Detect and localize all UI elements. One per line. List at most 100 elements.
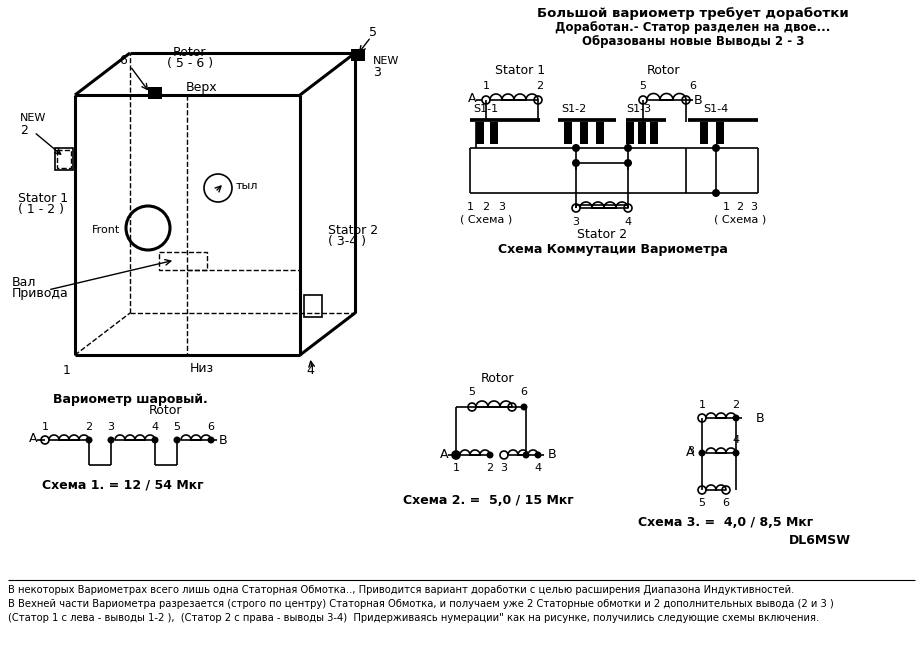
Circle shape <box>722 486 730 494</box>
Text: 1: 1 <box>452 463 460 473</box>
Bar <box>564 122 572 144</box>
Text: ( 3-4 ): ( 3-4 ) <box>328 236 366 248</box>
Circle shape <box>521 404 528 410</box>
Circle shape <box>107 437 114 443</box>
Text: 6: 6 <box>521 387 528 397</box>
Text: Большой вариометр требует доработки: Большой вариометр требует доработки <box>537 8 849 21</box>
Bar <box>148 87 162 99</box>
Circle shape <box>682 96 690 104</box>
Text: B: B <box>548 448 557 461</box>
Text: Вариометр шаровый.: Вариометр шаровый. <box>53 393 208 406</box>
Text: В некоторых Вариометрах всего лишь одна Статорная Обмотка.., Приводится вариант : В некоторых Вариометрах всего лишь одна … <box>8 585 795 595</box>
Text: 3: 3 <box>107 422 114 432</box>
Circle shape <box>699 450 705 457</box>
Circle shape <box>712 189 720 197</box>
Circle shape <box>41 436 49 444</box>
Bar <box>57 150 71 168</box>
Text: 3: 3 <box>373 67 381 80</box>
Text: B: B <box>756 411 764 424</box>
Text: S1-1: S1-1 <box>473 104 498 114</box>
Text: Схема 3. =  4,0 / 8,5 Мкг: Схема 3. = 4,0 / 8,5 Мкг <box>639 516 813 529</box>
Text: 2: 2 <box>737 202 744 212</box>
Bar <box>490 122 498 144</box>
Text: A: A <box>29 432 37 446</box>
Text: S1-2: S1-2 <box>561 104 586 114</box>
Text: 1: 1 <box>466 202 473 212</box>
Text: Front: Front <box>91 225 120 235</box>
Text: 6: 6 <box>208 422 214 432</box>
Text: Rotor: Rotor <box>150 404 183 417</box>
Text: 5: 5 <box>640 81 646 91</box>
Circle shape <box>624 204 632 212</box>
Circle shape <box>534 452 542 459</box>
Bar <box>55 148 73 170</box>
Text: Доработан.- Статор разделен на двое...: Доработан.- Статор разделен на двое... <box>556 21 831 34</box>
Circle shape <box>486 452 494 459</box>
Text: NEW: NEW <box>373 56 400 66</box>
Text: S1-4: S1-4 <box>703 104 728 114</box>
Text: 1: 1 <box>483 81 489 91</box>
Text: ( 5 - 6 ): ( 5 - 6 ) <box>167 58 213 71</box>
Circle shape <box>572 144 580 152</box>
Text: 2: 2 <box>733 400 739 410</box>
Text: 2: 2 <box>486 463 494 473</box>
Circle shape <box>733 415 739 421</box>
Text: NEW: NEW <box>20 113 46 123</box>
Text: Верх: Верх <box>186 80 218 94</box>
Text: B: B <box>219 433 228 446</box>
Text: (Статор 1 с лева - выводы 1-2 ),  (Статор 2 с права - выводы 3-4)  Придерживаясь: (Статор 1 с лева - выводы 1-2 ), (Статор… <box>8 613 820 623</box>
Circle shape <box>712 144 720 152</box>
Text: Rotor: Rotor <box>646 63 679 76</box>
Circle shape <box>174 437 181 443</box>
Text: 1: 1 <box>42 422 49 432</box>
Text: Rotor: Rotor <box>174 45 207 58</box>
Text: 2: 2 <box>536 81 544 91</box>
Text: 4: 4 <box>534 463 542 473</box>
Bar <box>700 122 708 144</box>
Bar <box>476 122 484 144</box>
Text: 5: 5 <box>699 498 705 508</box>
Circle shape <box>534 96 542 104</box>
Text: 2: 2 <box>86 422 92 432</box>
Text: 1: 1 <box>723 202 729 212</box>
Text: 4: 4 <box>151 422 159 432</box>
Text: S1-3: S1-3 <box>626 104 651 114</box>
Text: 1: 1 <box>63 364 71 377</box>
Bar <box>580 122 588 144</box>
Circle shape <box>733 450 739 457</box>
Text: A: A <box>686 446 694 459</box>
Circle shape <box>469 404 475 410</box>
Text: Схема 1. = 12 / 54 Мкг: Схема 1. = 12 / 54 Мкг <box>42 479 204 492</box>
Text: ( Схема ): ( Схема ) <box>460 215 512 225</box>
Circle shape <box>482 96 490 104</box>
Bar <box>351 49 365 61</box>
Text: Вал: Вал <box>12 276 36 289</box>
Text: Stator 1: Stator 1 <box>495 63 545 76</box>
Text: 3: 3 <box>687 446 694 456</box>
Text: ( Схема ): ( Схема ) <box>713 215 766 225</box>
Circle shape <box>208 437 214 443</box>
Text: 2: 2 <box>483 202 489 212</box>
Circle shape <box>86 437 92 443</box>
Text: 5: 5 <box>469 387 475 397</box>
Text: 6: 6 <box>689 81 697 91</box>
Text: В Вехней части Вариометра разрезается (строго по центру) Статорная Обмотка, и по: В Вехней части Вариометра разрезается (с… <box>8 599 833 609</box>
Bar <box>159 252 207 270</box>
Text: Схема 2. =  5,0 / 15 Мкг: Схема 2. = 5,0 / 15 Мкг <box>402 494 573 507</box>
Bar <box>626 122 634 144</box>
Text: A: A <box>468 91 476 105</box>
Text: 3: 3 <box>498 202 506 212</box>
Text: 6: 6 <box>119 54 127 67</box>
Text: 5: 5 <box>174 422 181 432</box>
Text: Низ: Низ <box>190 362 214 375</box>
Text: Rotor: Rotor <box>481 373 515 386</box>
Text: 2: 2 <box>20 124 28 137</box>
Circle shape <box>508 403 516 411</box>
Circle shape <box>698 414 706 422</box>
Text: Образованы новые Выводы 2 - 3: Образованы новые Выводы 2 - 3 <box>581 36 804 49</box>
Text: Stator 2: Stator 2 <box>577 228 627 241</box>
Text: 5: 5 <box>369 27 377 39</box>
Text: DL6MSW: DL6MSW <box>789 534 851 547</box>
Circle shape <box>204 174 232 202</box>
Text: 4: 4 <box>625 217 631 227</box>
